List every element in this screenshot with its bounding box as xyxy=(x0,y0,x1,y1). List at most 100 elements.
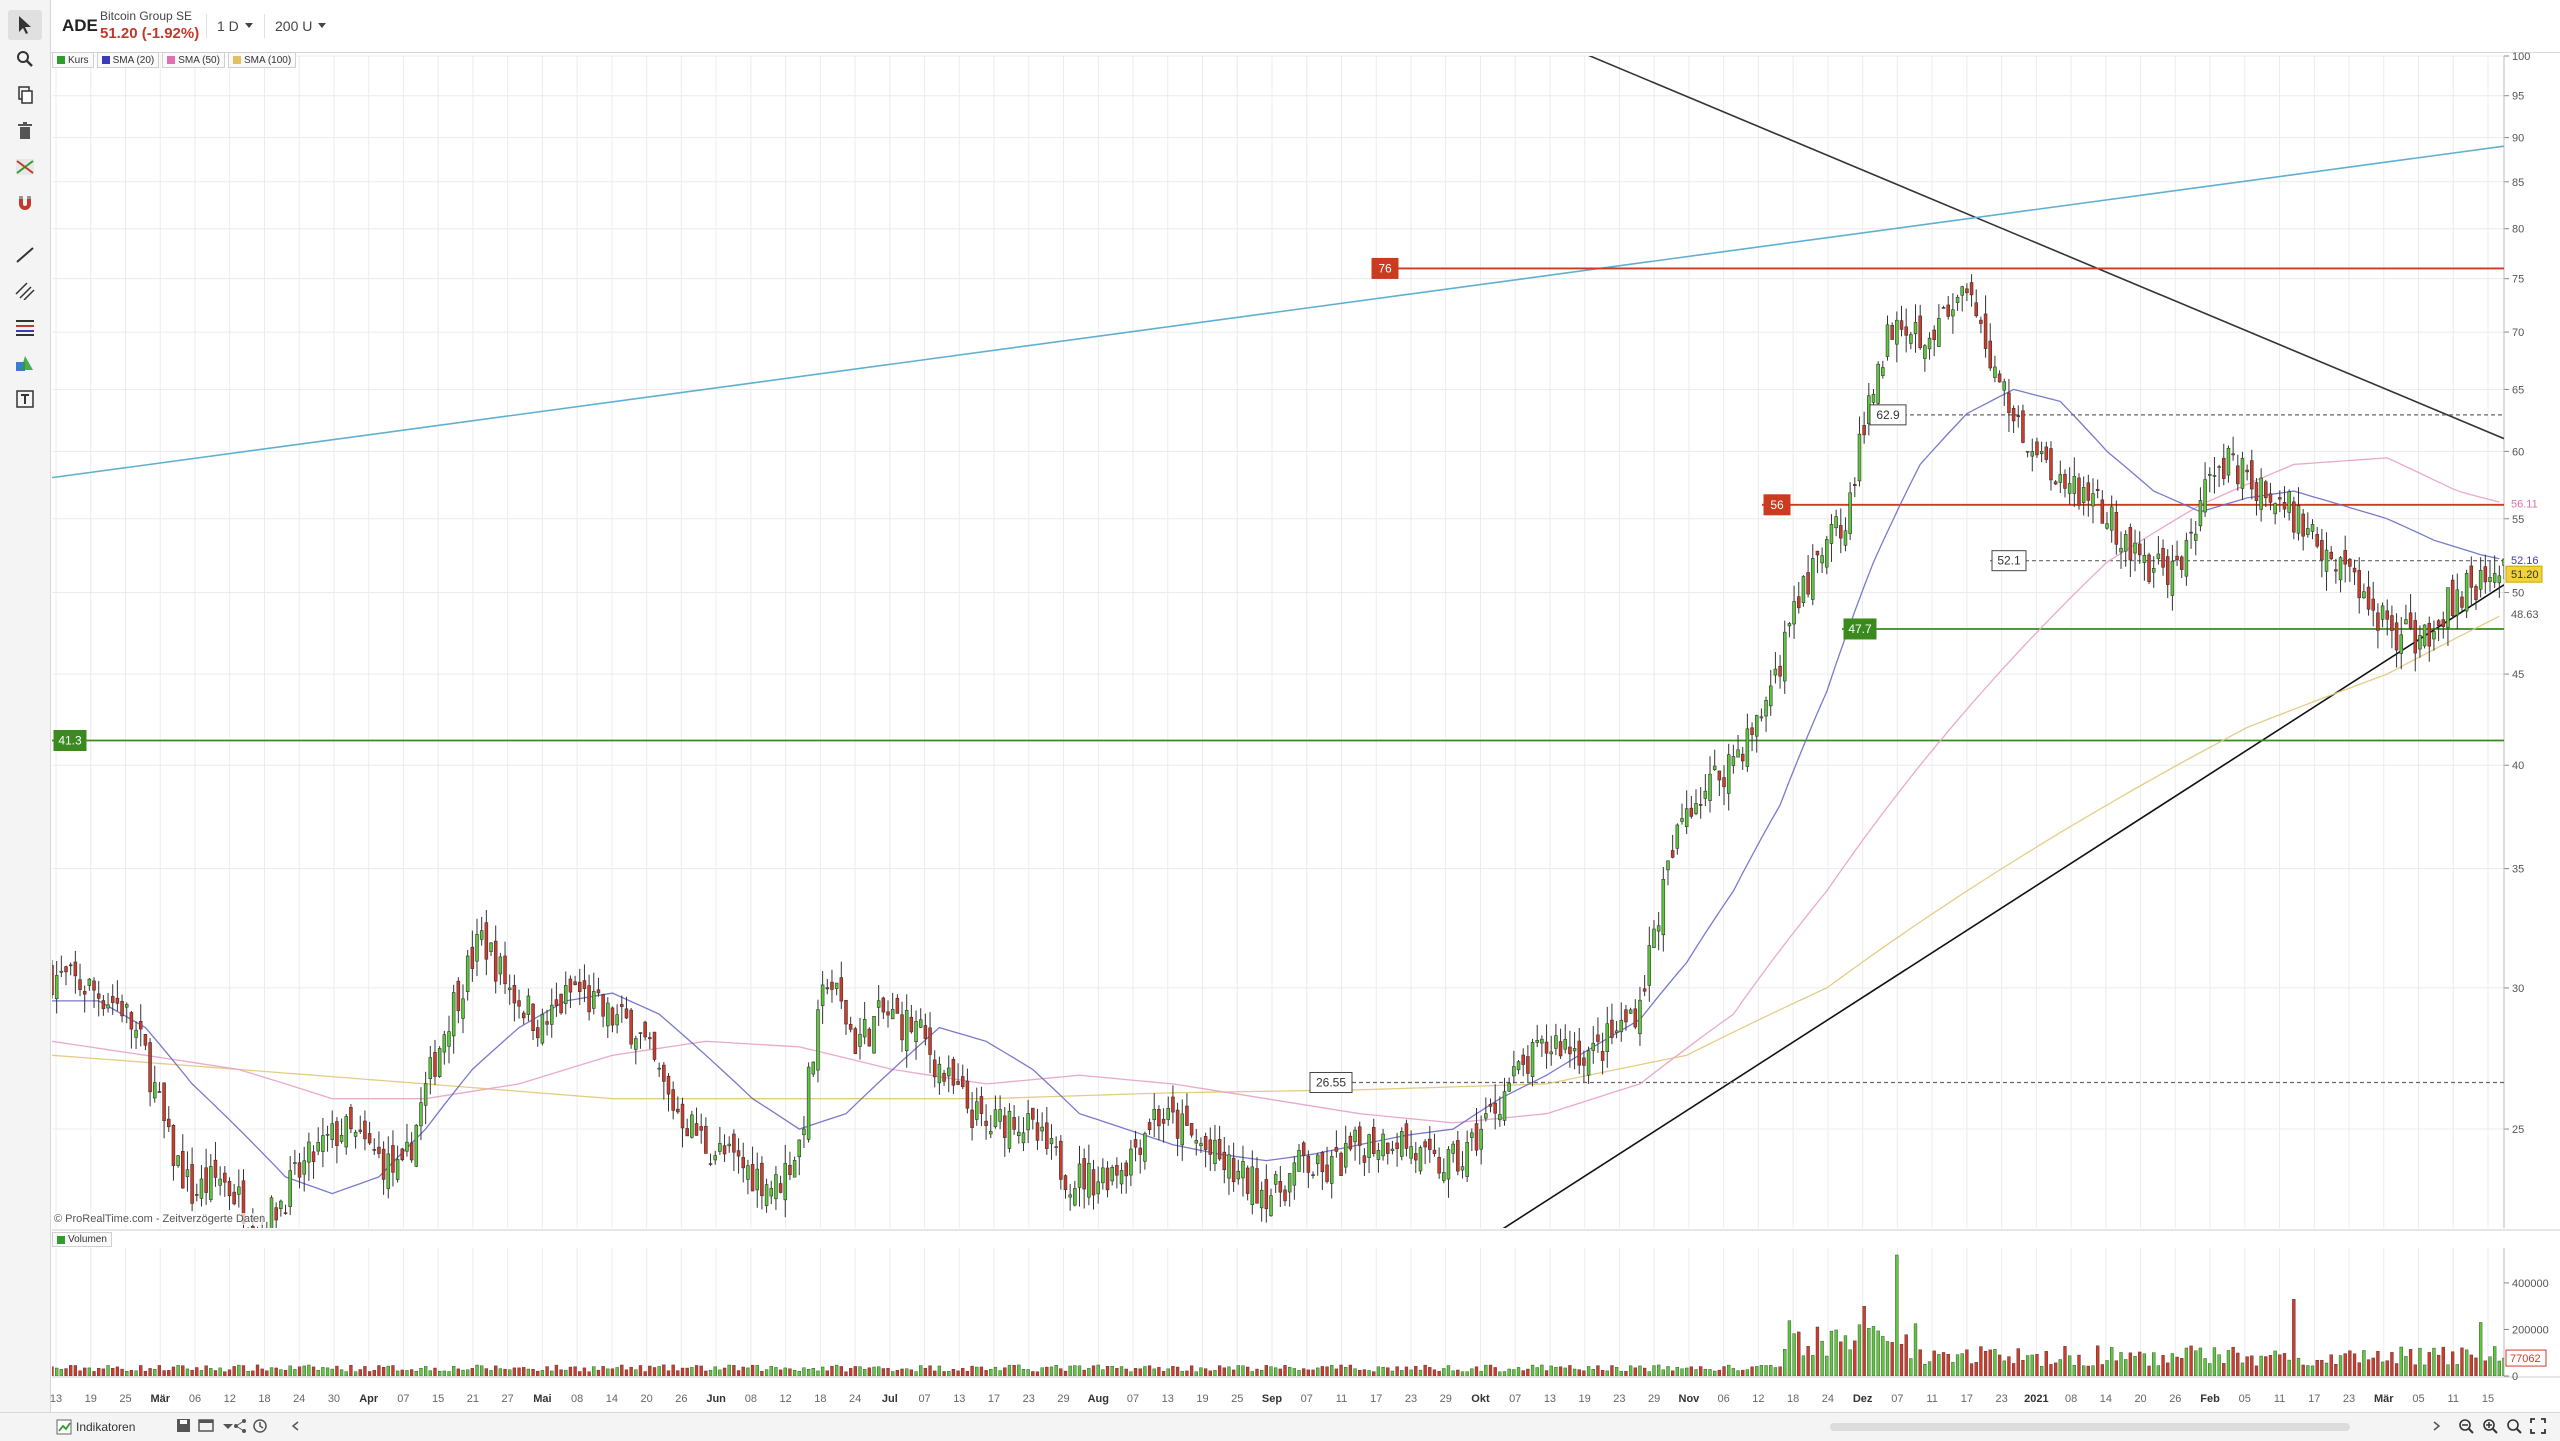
volume-bar xyxy=(1885,1341,1890,1376)
volume-bar xyxy=(288,1365,292,1376)
trend-icon xyxy=(16,159,34,175)
candle-body xyxy=(998,1109,1002,1122)
volume-bar xyxy=(1203,1368,1208,1376)
volume-bar xyxy=(727,1364,731,1376)
candle-body xyxy=(568,978,573,993)
candle-body xyxy=(1241,1161,1245,1179)
text-tool[interactable] xyxy=(8,384,42,414)
zoom-in-icon[interactable] xyxy=(2482,1418,2498,1434)
fib-tool[interactable] xyxy=(8,312,42,342)
fullscreen-icon[interactable] xyxy=(2530,1418,2546,1434)
indicators-button[interactable]: Indikatoren xyxy=(56,1417,135,1437)
scroll-right-icon[interactable] xyxy=(2428,1418,2444,1434)
candle-body xyxy=(951,1059,956,1086)
units-dropdown[interactable]: 200 U xyxy=(264,14,327,38)
volume-bar xyxy=(1474,1366,1479,1376)
zoom-reset-icon[interactable] xyxy=(2506,1418,2522,1434)
indicators-label: Indikatoren xyxy=(76,1420,136,1434)
y-tick-label: 50 xyxy=(2512,588,2524,600)
volume-bar xyxy=(414,1370,418,1376)
zoom-out-icon[interactable] xyxy=(2458,1418,2474,1434)
candle-body xyxy=(2123,534,2128,552)
chevron-down-icon xyxy=(318,23,327,28)
volume-bar xyxy=(2460,1347,2464,1376)
volume-bar xyxy=(1652,1365,1656,1376)
volume-bar xyxy=(255,1364,260,1376)
volume-bar xyxy=(423,1366,428,1376)
zoom-tool[interactable] xyxy=(8,44,42,74)
x-tick-label: Okt xyxy=(1471,1393,1490,1405)
axis-badge-box xyxy=(2505,565,2543,583)
x-tick-label: 18 xyxy=(258,1393,270,1405)
volume-bar xyxy=(961,1368,965,1376)
volume-bar xyxy=(2371,1357,2375,1376)
candle-body xyxy=(1334,1147,1339,1152)
candle-body xyxy=(92,980,96,991)
channel-tool[interactable] xyxy=(8,276,42,306)
candle-body xyxy=(1521,1054,1525,1065)
candle-body xyxy=(1997,373,2002,383)
volume-bar xyxy=(947,1371,951,1376)
line-tool[interactable] xyxy=(8,240,42,270)
candle-body xyxy=(1862,425,1866,436)
candle-body xyxy=(1568,1046,1572,1055)
y-tick-label: 90 xyxy=(2512,133,2524,145)
window-icon[interactable] xyxy=(198,1418,214,1434)
candle-body xyxy=(176,1155,180,1166)
volume-bar xyxy=(1040,1367,1044,1376)
cursor-tool[interactable] xyxy=(8,10,42,40)
x-tick-label: 07 xyxy=(397,1393,409,1405)
candle-body xyxy=(2310,524,2315,532)
clock-icon[interactable] xyxy=(252,1418,268,1434)
candle-body xyxy=(134,1029,138,1038)
volume-bar xyxy=(2422,1364,2427,1376)
volume-bar xyxy=(1353,1368,1357,1376)
shape-tool[interactable] xyxy=(8,348,42,378)
x-tick-label: Jun xyxy=(706,1393,726,1405)
volume-bar xyxy=(1470,1368,1474,1376)
volume-bar xyxy=(209,1368,213,1376)
volume-bar xyxy=(1722,1366,1726,1376)
volume-bar xyxy=(503,1368,507,1376)
candle-body xyxy=(2441,619,2446,628)
candle-body xyxy=(381,1148,386,1180)
legend-item-2[interactable]: SMA (50) xyxy=(162,52,225,68)
delete-tool[interactable] xyxy=(8,116,42,146)
x-tick-label: 08 xyxy=(2065,1393,2077,1405)
candle-body xyxy=(760,1162,764,1197)
symbol-label[interactable]: ADE xyxy=(62,16,98,35)
candle-body xyxy=(2100,499,2105,524)
x-tick-label: 11 xyxy=(1926,1393,1937,1405)
candle-body xyxy=(778,1183,783,1193)
candle-body xyxy=(2142,555,2147,563)
chevron-down-icon[interactable] xyxy=(220,1418,236,1434)
candle-body xyxy=(1535,1040,1539,1043)
candle-body xyxy=(82,991,87,995)
candle-body xyxy=(167,1118,171,1128)
share-icon[interactable] xyxy=(232,1418,248,1434)
legend-item-3[interactable]: SMA (100) xyxy=(227,52,297,68)
volume-bar xyxy=(1689,1366,1693,1376)
magnet-tool[interactable] xyxy=(8,188,42,218)
interval-dropdown[interactable]: 1 D xyxy=(206,14,253,38)
chart-canvas[interactable]: 13 19 25 Mär 06 12 18 24 30 Apr 07 15 21 27 Mai 08 14 20 2… xyxy=(0,0,2560,1412)
volume-bar xyxy=(1465,1371,1469,1376)
volume-bar xyxy=(241,1365,246,1376)
candle-body xyxy=(2404,619,2408,625)
save-icon[interactable] xyxy=(176,1418,192,1434)
volume-bar xyxy=(685,1367,689,1376)
volume-bar xyxy=(1026,1369,1030,1376)
candle-body xyxy=(1451,1143,1455,1154)
volume-bar xyxy=(2366,1359,2371,1376)
candle-body xyxy=(1610,1019,1614,1038)
scroll-left-icon[interactable] xyxy=(288,1418,304,1434)
legend-item-0[interactable]: Kurs xyxy=(52,52,94,68)
time-scrollbar[interactable] xyxy=(1830,1423,2350,1431)
trend-tool[interactable] xyxy=(8,152,42,182)
copy-tool[interactable] xyxy=(8,80,42,110)
candle-body xyxy=(2273,503,2277,515)
chart-legend: Kurs SMA (20) SMA (50) SMA (100) xyxy=(52,52,297,68)
volume-bar xyxy=(218,1367,222,1376)
candle-body xyxy=(2067,483,2072,494)
legend-item-1[interactable]: SMA (20) xyxy=(96,52,160,68)
